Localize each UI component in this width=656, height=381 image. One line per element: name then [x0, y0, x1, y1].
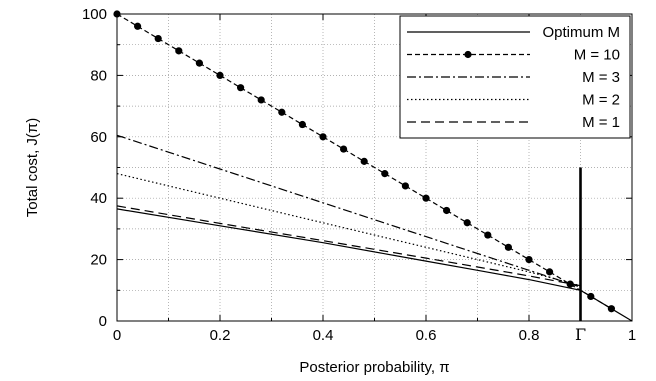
series-point	[216, 71, 224, 79]
series-point	[278, 108, 286, 116]
series-line	[116, 134, 581, 288]
y-tick-label: 0	[99, 313, 107, 330]
series-point	[134, 22, 142, 30]
series-point	[484, 231, 492, 239]
series-point	[195, 59, 203, 67]
series-line	[116, 205, 581, 287]
series-point	[340, 145, 348, 153]
threshold: Γ	[575, 167, 586, 344]
x-axis-label: Posterior probability, π	[299, 359, 449, 376]
x-tick-label: 0.2	[210, 327, 231, 344]
threshold-label: Γ	[575, 325, 586, 344]
x-tick-label: 0.4	[313, 327, 334, 344]
series-point	[422, 194, 430, 202]
series-point	[154, 34, 162, 43]
series-point	[381, 170, 389, 178]
legend-label: M = 2	[582, 92, 620, 109]
y-tick-label: 20	[90, 252, 107, 269]
legend-marker	[464, 50, 472, 59]
series-point	[566, 280, 574, 288]
series-point	[237, 84, 245, 92]
x-tick-label: 0.8	[519, 327, 540, 344]
series-point	[504, 243, 512, 251]
x-tick-label: 1	[628, 327, 636, 344]
y-tick-label: 60	[90, 129, 107, 146]
series-point	[401, 182, 409, 190]
series-lines	[116, 13, 633, 322]
legend: Optimum M M = 10 M = 3 M = 2 M = 1	[399, 15, 631, 139]
y-tick-label: 40	[90, 190, 107, 207]
series-point	[463, 219, 471, 227]
ticks: 0 0.2 0.4 0.6 0.8 1 0 20 40 60 80 100	[82, 6, 636, 344]
series-point	[607, 305, 616, 313]
series-point	[525, 256, 533, 264]
legend-label: M = 3	[582, 69, 620, 86]
legend-label: Optimum M	[542, 24, 620, 41]
y-axis-label: Total cost, J(π)	[24, 118, 41, 218]
series-point	[257, 96, 265, 104]
series-point	[175, 47, 183, 55]
series-point	[360, 157, 368, 165]
series-point	[443, 206, 451, 215]
x-tick-label: 0	[113, 327, 121, 344]
series-markers	[113, 10, 616, 313]
series-point	[298, 120, 306, 129]
legend-label: M = 10	[574, 47, 620, 64]
legend-label: M = 1	[582, 114, 620, 131]
series-line	[116, 173, 581, 287]
series-point	[319, 133, 327, 141]
series-point	[546, 268, 554, 276]
series-point	[587, 292, 595, 301]
series-line	[116, 208, 633, 322]
y-tick-label: 80	[90, 67, 107, 84]
y-tick-label: 100	[82, 6, 107, 23]
x-tick-label: 0.6	[416, 327, 437, 344]
